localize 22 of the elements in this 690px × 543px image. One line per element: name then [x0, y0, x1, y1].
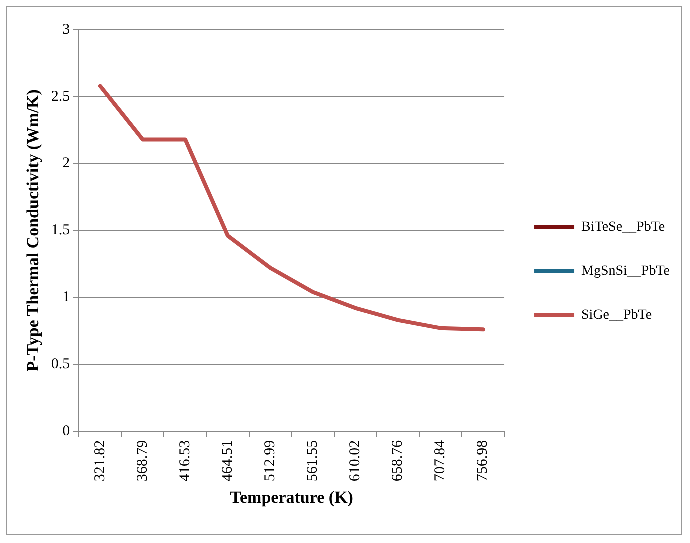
- x-tick-label: 610.02: [348, 440, 364, 482]
- x-axis-title: Temperature (K): [230, 488, 354, 508]
- y-tick-label: 1.5: [51, 222, 70, 239]
- y-tick-label: 1: [62, 290, 70, 306]
- legend-label: MgSnSi__PbTe: [582, 264, 670, 280]
- y-tick-label: 3: [62, 22, 70, 38]
- x-tick-label: 368.79: [134, 440, 151, 482]
- x-tick-label: 756.98: [475, 440, 492, 482]
- x-tick-label: 464.51: [220, 440, 236, 482]
- y-axis-title: P-Type Thermal Conductivity (Wm/K): [24, 90, 43, 372]
- y-tick-label: 0: [62, 423, 70, 440]
- y-tick-label: 2: [62, 156, 70, 172]
- x-tick-label: 416.53: [177, 440, 194, 482]
- legend-label: SiGe__PbTe: [582, 308, 652, 324]
- x-tick-label: 707.84: [432, 440, 449, 482]
- x-tick-label: 561.55: [305, 440, 322, 482]
- y-tick-label: 2.5: [51, 88, 70, 105]
- x-tick-label: 658.76: [390, 440, 406, 482]
- legend-label: BiTeSe__PbTe: [582, 220, 666, 236]
- x-tick-label: 321.82: [92, 440, 108, 482]
- y-tick-label: 0.5: [51, 356, 70, 372]
- x-tick-label: 512.99: [262, 440, 278, 482]
